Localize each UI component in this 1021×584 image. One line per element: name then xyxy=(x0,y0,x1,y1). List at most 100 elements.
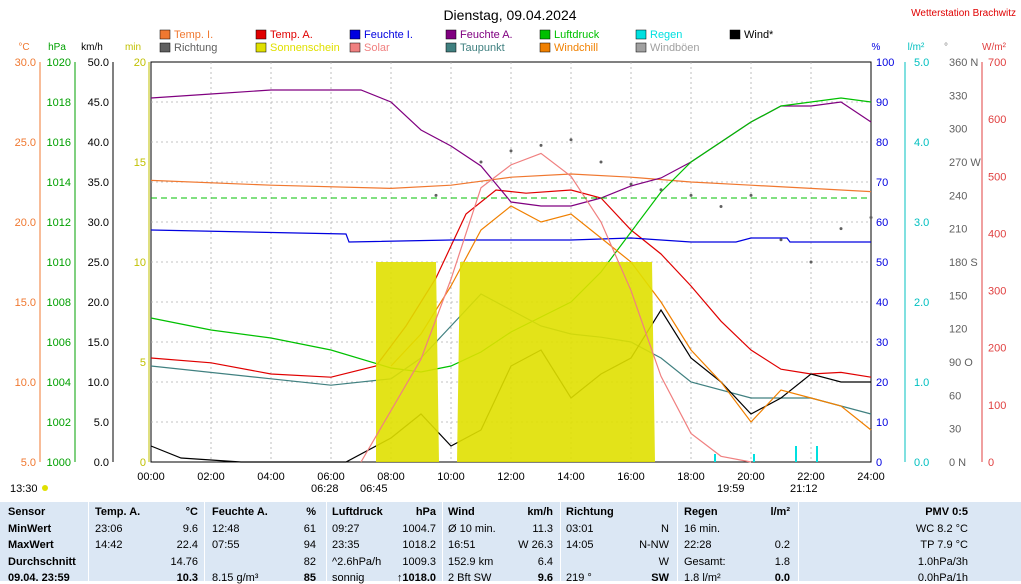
axis-unit-pct: % xyxy=(872,42,881,53)
table-cell: 16 min. xyxy=(684,522,721,535)
table-cell: 1018.2 xyxy=(402,539,436,551)
tick-label-hpa: 1018 xyxy=(47,97,71,109)
axis-unit-kmh: km/h xyxy=(81,42,103,53)
tick-label-hpa: 1002 xyxy=(47,417,71,429)
legend-label: Regen xyxy=(650,29,682,41)
tick-label-rain: 5.0 xyxy=(914,57,929,69)
time-label: 10:00 xyxy=(437,471,465,483)
tick-label-pct: 40 xyxy=(876,297,888,309)
legend-swatch xyxy=(445,42,457,53)
table-cell: 82 xyxy=(303,555,316,568)
tick-label-deg: 210 xyxy=(949,224,967,236)
series-richtung xyxy=(479,160,483,164)
table-divider xyxy=(560,502,561,581)
axis-unit-temp: °C xyxy=(18,42,29,53)
table-header: Richtung xyxy=(566,506,614,518)
tick-label-pct: 90 xyxy=(876,97,888,109)
table-cell: 9.6 xyxy=(537,572,553,584)
tick-label-kmh: 50.0 xyxy=(88,57,109,69)
time-label: 18:00 xyxy=(677,471,705,483)
legend-label: Sonnenschein xyxy=(270,42,340,54)
table-cell: 152.9 km xyxy=(448,555,494,568)
table-cell: 2 Bft SW xyxy=(448,572,492,584)
tick-label-solar: 400 xyxy=(988,228,1006,240)
table-header: hPa xyxy=(415,506,436,518)
legend-label: Solar xyxy=(364,42,390,54)
table-cell: N-NW xyxy=(639,539,669,551)
tick-label-hpa: 1014 xyxy=(47,177,71,189)
table-cell: 0.0 xyxy=(774,572,790,584)
table-header: Temp. A. xyxy=(95,506,141,518)
tick-label-pct: 20 xyxy=(876,377,888,389)
tick-label-deg: 120 xyxy=(949,324,967,336)
legend-label: Wind* xyxy=(744,29,774,41)
table-cell: 09.04. 23:59 xyxy=(8,572,70,584)
tick-label-pct: 100 xyxy=(876,57,894,69)
tick-label-hpa: 1006 xyxy=(47,337,71,349)
legend-label: Feuchte A. xyxy=(460,29,513,41)
tick-label-deg: 360 N xyxy=(949,57,978,69)
table-cell: 14.76 xyxy=(170,555,198,568)
legend-swatch xyxy=(255,42,267,53)
table-cell: W xyxy=(658,555,669,568)
station-name: Wetterstation Brachwitz xyxy=(911,8,1016,19)
tick-label-hpa: 1016 xyxy=(47,137,71,149)
legend-label: Temp. A. xyxy=(270,29,313,41)
tick-label-rain: 0.0 xyxy=(914,457,929,469)
time-label: 04:00 xyxy=(257,471,285,483)
tick-label-deg: 240 xyxy=(949,190,967,202)
table-header: l/m² xyxy=(770,506,790,518)
sun-icon xyxy=(42,485,48,491)
table-cell: 11.3 xyxy=(532,522,553,535)
tick-label-kmh: 35.0 xyxy=(88,177,109,189)
tick-label-solar: 0 xyxy=(988,457,994,469)
tick-label-hpa: 1020 xyxy=(47,57,71,69)
tick-label-pct: 0 xyxy=(876,457,882,469)
legend-label: Temp. I. xyxy=(174,29,213,41)
table-cell: ↑1018.0 xyxy=(396,572,436,584)
legend-swatch xyxy=(635,29,647,40)
table-divider xyxy=(798,502,799,581)
table-cell: Ø 10 min. xyxy=(448,522,496,535)
time-label: 14:00 xyxy=(557,471,585,483)
weather-chart: Dienstag, 09.04.2024 Wetterstation Brachw… xyxy=(10,7,1016,495)
tick-label-solar: 300 xyxy=(988,286,1006,298)
tick-label-solar: 600 xyxy=(988,114,1006,126)
table-divider xyxy=(677,502,678,581)
series-richtung xyxy=(434,193,438,197)
tick-label-deg: 330 xyxy=(949,90,967,102)
series-temp-a- xyxy=(150,189,872,378)
time-label: 22:00 xyxy=(797,471,825,483)
tick-label-rain: 3.0 xyxy=(914,217,929,229)
time-label: 02:00 xyxy=(197,471,225,483)
tick-label-rain: 2.0 xyxy=(914,297,929,309)
legend-swatch xyxy=(349,42,361,53)
series-richtung xyxy=(599,160,603,164)
tick-label-kmh: 10.0 xyxy=(88,377,109,389)
tick-label-hpa: 1010 xyxy=(47,257,71,269)
tick-label-min: 20 xyxy=(134,57,146,69)
tick-label-kmh: 45.0 xyxy=(88,97,109,109)
tick-label-kmh: 0.0 xyxy=(94,457,109,469)
table-cell: Durchschnitt xyxy=(8,555,76,568)
table-cell: 61 xyxy=(303,522,316,535)
table-cell: TP 7.9 °C xyxy=(920,539,968,551)
table-cell: N xyxy=(661,522,669,535)
tick-label-kmh: 20.0 xyxy=(88,297,109,309)
tick-label-pct: 50 xyxy=(876,257,888,269)
tick-label-min: 10 xyxy=(134,257,146,269)
table-divider xyxy=(88,502,89,581)
tick-label-solar: 100 xyxy=(988,400,1006,412)
table-cell: SW xyxy=(651,572,669,584)
sunrise-label: 06:28 xyxy=(311,483,339,495)
table-cell: 6.4 xyxy=(537,555,553,568)
table-cell: 1.8 xyxy=(774,555,790,568)
table-header: % xyxy=(306,506,316,518)
time-label: 20:00 xyxy=(737,471,765,483)
time-label: 00:00 xyxy=(137,471,165,483)
tick-label-deg: 150 xyxy=(949,290,967,302)
legend-swatch xyxy=(445,29,457,40)
tick-label-temp: 15.0 xyxy=(15,297,36,309)
time-label: 06:00 xyxy=(317,471,345,483)
series-richtung xyxy=(659,188,663,192)
